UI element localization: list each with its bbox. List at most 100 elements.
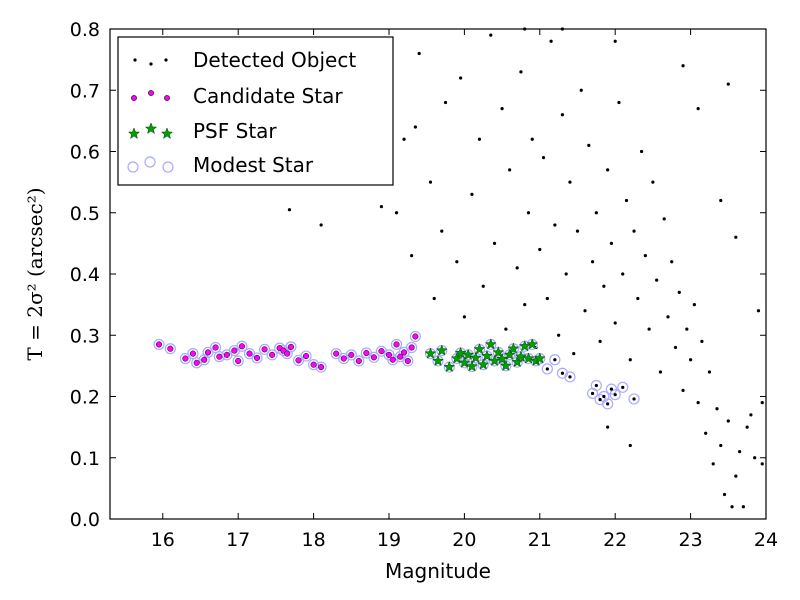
detected-object-point	[428, 180, 433, 184]
detected-object-point	[677, 290, 681, 294]
y-tick-label: 0.1	[70, 448, 100, 470]
detected-object-point	[628, 358, 632, 362]
legend-modest-marker	[127, 161, 139, 173]
detected-object-point	[590, 260, 595, 264]
psf-star-point	[503, 348, 516, 360]
candidate-star-point	[318, 364, 325, 371]
legend-candidate-marker	[164, 95, 170, 101]
candidate-star-point	[189, 350, 196, 357]
legend-modest-marker	[144, 156, 156, 168]
modest-star-center	[568, 375, 572, 379]
detected-object-point	[651, 180, 655, 184]
detected-object-point	[541, 156, 546, 160]
detected-object-point	[658, 370, 663, 374]
detected-object-point	[621, 272, 625, 276]
modest-star-ring	[281, 348, 293, 360]
detected-object-point	[530, 137, 534, 141]
modest-star-ring	[187, 348, 199, 360]
detected-object-point	[557, 333, 561, 337]
modest-star-ring	[605, 383, 618, 395]
detected-object-point	[681, 388, 685, 392]
x-tick-label: 24	[754, 529, 778, 551]
y-axis-ticks: 0.0 0.1 0.2 0.3 0.4 0.5 0.6 0.7 0.8	[70, 19, 766, 531]
x-tick-label: 18	[301, 529, 325, 551]
detected-object-point	[696, 401, 700, 405]
modest-star-ring	[602, 398, 614, 410]
psf-star-point	[496, 352, 508, 365]
detected-object-point	[560, 113, 565, 117]
psf-star-point	[424, 347, 437, 359]
y-tick-label: 0.2	[70, 387, 100, 409]
x-tick-label: 21	[528, 529, 552, 551]
detected-object-point	[670, 260, 674, 264]
detected-object-point	[749, 413, 753, 417]
psf-star-point	[443, 360, 456, 373]
legend-entry-detected-object: Detected Object	[133, 48, 356, 72]
detected-object-point	[477, 137, 482, 141]
candidate-star-point	[253, 354, 261, 361]
detected-object-point	[515, 266, 519, 270]
detected-object-point	[760, 401, 764, 405]
modest-star-ring	[564, 371, 576, 383]
x-tick-label: 20	[452, 529, 476, 551]
modest-star-center	[590, 391, 595, 396]
detected-object-point	[655, 278, 659, 282]
candidate-star-point	[385, 351, 393, 358]
detected-object-point	[734, 474, 738, 478]
detected-object-point	[700, 339, 704, 343]
legend: Detected Object Candidate Star PSF Star …	[117, 36, 394, 186]
psf-star-point	[481, 349, 493, 362]
modest-star-ring	[541, 363, 553, 375]
candidate-star-point	[363, 349, 370, 357]
psf-star-point	[526, 338, 539, 350]
detected-object-point	[715, 407, 719, 411]
detected-object-point	[440, 229, 444, 233]
detected-object-point	[666, 315, 670, 319]
detected-object-point	[696, 107, 700, 111]
legend-label-candidate-star: Candidate Star	[193, 84, 343, 108]
modest-star-ring	[617, 381, 629, 393]
detected-object-point	[583, 309, 587, 313]
modest-star-ring	[236, 340, 248, 352]
candidate-star-point	[155, 341, 163, 348]
psf-star-point	[518, 340, 531, 352]
candidate-star-point	[393, 341, 400, 348]
candidate-star-point	[370, 354, 377, 361]
detected-object-point	[462, 315, 466, 319]
detected-object-point	[394, 211, 399, 215]
detected-object-point	[287, 208, 292, 212]
y-tick-label: 0.4	[70, 264, 100, 286]
x-tick-label: 16	[151, 529, 175, 551]
detected-object-point	[639, 149, 644, 154]
psf-star-point	[507, 342, 520, 354]
detected-object-point	[523, 27, 527, 31]
modest-star-ring	[209, 341, 222, 354]
candidate-star-point	[182, 355, 189, 362]
candidate-star-point	[216, 353, 223, 360]
psf-star-point	[462, 348, 475, 360]
detected-object-point	[624, 198, 629, 203]
detected-object-point	[613, 39, 617, 43]
detected-object-point	[417, 51, 421, 56]
detected-object-point	[470, 192, 474, 196]
y-tick-label: 0.6	[70, 142, 100, 164]
candidate-star-point	[412, 333, 419, 340]
detected-object-point	[753, 456, 757, 460]
detected-object-point	[722, 492, 727, 497]
candidate-star-point	[355, 357, 362, 365]
detected-object-point	[719, 198, 723, 203]
legend-entry-modest-star: Modest Star	[127, 153, 314, 177]
detected-object-point	[549, 39, 553, 43]
legend-label-modest-star: Modest Star	[193, 153, 314, 177]
psf-star-point	[533, 352, 546, 364]
detected-object-point	[632, 229, 636, 233]
modest-star-ring	[402, 355, 414, 367]
detected-object-point	[685, 327, 689, 331]
candidate-star-point	[310, 361, 317, 368]
detected-object-point	[587, 143, 591, 147]
detected-object-point	[319, 223, 323, 227]
psf-star-point	[450, 352, 463, 364]
legend-dot-marker	[164, 58, 168, 62]
modest-star-ring	[300, 350, 312, 362]
